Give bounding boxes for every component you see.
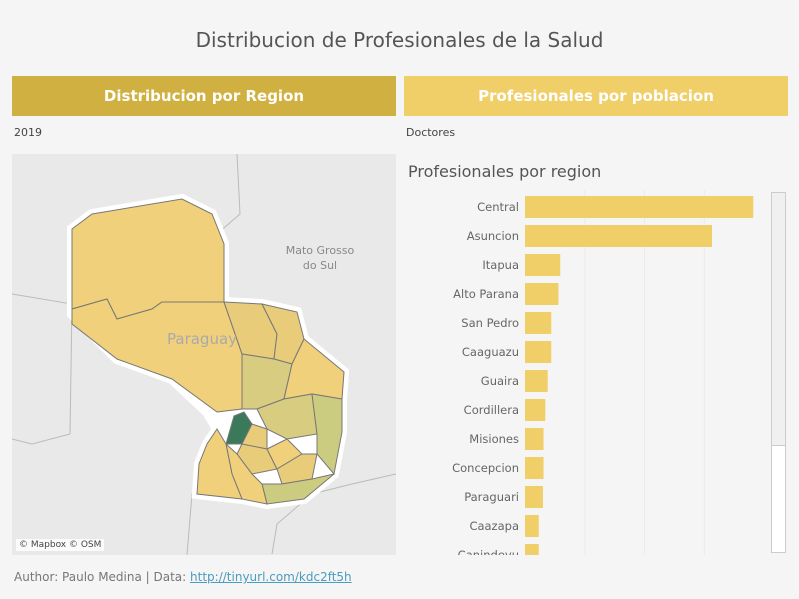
bar-cordillera[interactable] bbox=[525, 399, 546, 421]
bar-caazapa[interactable] bbox=[525, 515, 539, 537]
border-line bbox=[12, 293, 73, 445]
bar-central[interactable] bbox=[525, 196, 754, 218]
category-label: Misiones bbox=[469, 432, 519, 446]
category-label: San Pedro bbox=[461, 316, 519, 330]
paraguay-map[interactable]: Paraguay Mato Grosso do Sul © Mapbox © O… bbox=[12, 154, 396, 555]
category-label: Paraguari bbox=[464, 490, 519, 504]
category-label: Alto Parana bbox=[453, 287, 519, 301]
bar-guaira[interactable] bbox=[525, 370, 548, 392]
category-label: Central bbox=[477, 200, 519, 214]
region-caazapa[interactable] bbox=[276, 453, 318, 485]
border-line bbox=[186, 493, 193, 555]
map-attribution[interactable]: © Mapbox © OSM bbox=[16, 539, 105, 551]
category-label: Caazapa bbox=[469, 519, 519, 533]
category-label: Concepcion bbox=[452, 461, 519, 475]
chart-scrollbar[interactable] bbox=[771, 192, 786, 553]
category-label: Canindeyu bbox=[458, 548, 519, 555]
category-label: Asuncion bbox=[467, 229, 519, 243]
bar-alto-parana[interactable] bbox=[525, 283, 559, 305]
category-label: Caaguazu bbox=[462, 345, 519, 359]
footer: Author: Paulo Medina | Data: http://tiny… bbox=[14, 570, 352, 584]
region-paraguari[interactable] bbox=[236, 443, 278, 475]
bar-concepcion[interactable] bbox=[525, 457, 544, 479]
profession-filter-label: Doctores bbox=[406, 126, 456, 139]
bar-asuncion[interactable] bbox=[525, 225, 713, 247]
bar-paraguari[interactable] bbox=[525, 486, 543, 508]
bar-canindeyu[interactable] bbox=[525, 544, 539, 555]
category-label: Itapua bbox=[482, 258, 519, 272]
population-header: Profesionales por poblacion bbox=[404, 76, 788, 116]
bar-caaguazu[interactable] bbox=[525, 341, 552, 363]
bar-misiones[interactable] bbox=[525, 428, 544, 450]
data-source-link[interactable]: http://tinyurl.com/kdc2ft5h bbox=[190, 570, 352, 584]
bar-itapua[interactable] bbox=[525, 254, 561, 276]
region-neembucu[interactable] bbox=[196, 428, 243, 500]
chart-title: Profesionales por region bbox=[408, 162, 602, 181]
scrollbar-thumb[interactable] bbox=[772, 193, 785, 446]
region-presidente-hayes[interactable] bbox=[71, 298, 243, 413]
region-alto-paraguay[interactable] bbox=[71, 198, 225, 320]
region-distribution-header: Distribucion por Region bbox=[12, 76, 396, 116]
bar-san-pedro[interactable] bbox=[525, 312, 552, 334]
bar-chart: Central Asuncion Itapua Alto Parana San Pedr… bbox=[452, 190, 754, 555]
category-label: Cordillera bbox=[464, 403, 519, 417]
year-filter-label: 2019 bbox=[14, 126, 42, 139]
author-text: Author: Paulo Medina | Data: bbox=[14, 570, 191, 584]
map-canvas: Paraguay Mato Grosso do Sul bbox=[12, 154, 396, 555]
country-label: Paraguay bbox=[167, 330, 237, 348]
dashboard-title: Distribucion de Profesionales de la Salu… bbox=[195, 28, 604, 52]
neighbor-label: do Sul bbox=[303, 259, 337, 272]
neighbor-label: Mato Grosso bbox=[286, 244, 355, 257]
category-label: Guaira bbox=[481, 374, 519, 388]
